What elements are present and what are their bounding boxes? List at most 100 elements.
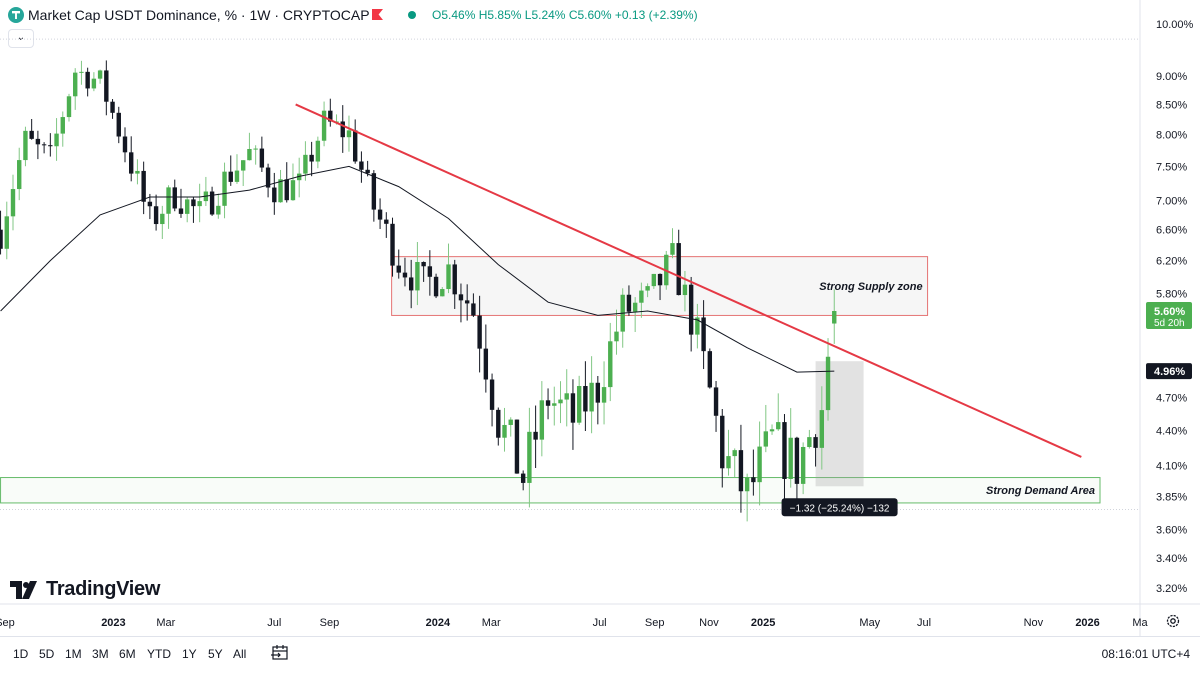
range-button-1y[interactable]: 1Y <box>182 647 197 661</box>
candle <box>346 115 352 152</box>
candle-body <box>104 70 109 102</box>
candle <box>234 154 240 184</box>
range-button-6m[interactable]: 6M <box>119 647 136 661</box>
gear-icon[interactable] <box>1165 613 1181 629</box>
candle <box>508 417 513 437</box>
candle-body <box>545 400 551 406</box>
candle-body <box>601 387 607 403</box>
candle <box>17 147 22 201</box>
close-value: 5.60% <box>577 8 612 22</box>
candle <box>328 98 333 127</box>
candle-body <box>489 379 495 410</box>
calendar-range-icon[interactable] <box>270 644 290 662</box>
candle <box>259 136 265 172</box>
candle-body <box>303 154 308 174</box>
candle-body <box>147 201 153 207</box>
candle-body <box>153 206 159 225</box>
candle-body <box>776 422 781 430</box>
open-label: O <box>432 8 442 22</box>
candle-body <box>421 262 426 267</box>
candle-body <box>583 386 588 412</box>
candle <box>60 111 65 147</box>
candle-body <box>732 450 737 457</box>
candle <box>632 297 638 333</box>
candle <box>713 380 719 432</box>
candle-body <box>552 403 557 406</box>
y-tick-label: 4.40% <box>1156 425 1187 437</box>
candle <box>464 284 470 321</box>
candle <box>384 212 389 238</box>
candle-body <box>371 173 377 210</box>
candle-body <box>340 121 345 138</box>
candle <box>732 448 737 477</box>
candle <box>110 99 115 119</box>
candle-body <box>41 144 47 146</box>
candle <box>247 132 252 161</box>
candle-body <box>73 72 78 97</box>
y-tick-label: 7.50% <box>1156 161 1187 173</box>
candle <box>545 388 551 420</box>
y-tick-label: 6.20% <box>1156 256 1187 268</box>
candle <box>626 285 632 316</box>
candle <box>527 407 532 508</box>
range-button-5y[interactable]: 5Y <box>208 647 223 661</box>
candle-body <box>209 191 215 215</box>
candle <box>620 288 625 348</box>
candle-body <box>477 315 482 349</box>
market-status-icon <box>408 11 416 19</box>
candle <box>272 172 277 215</box>
candle-body <box>726 456 731 469</box>
trendline <box>295 103 1082 458</box>
candle <box>608 322 613 402</box>
candle <box>116 106 121 144</box>
candle <box>153 194 159 231</box>
range-button-1d[interactable]: 1D <box>13 647 29 661</box>
candle <box>576 375 582 425</box>
x-tick-label: Sep <box>320 617 340 629</box>
candle-body <box>788 437 793 479</box>
candle-body <box>832 311 837 324</box>
candle-body <box>228 171 233 182</box>
candle-body <box>819 410 825 448</box>
flag-icon[interactable] <box>372 9 383 20</box>
candle <box>707 348 713 389</box>
candle <box>421 261 426 282</box>
close-label: C <box>568 8 578 22</box>
range-button-1m[interactable]: 1M <box>65 647 82 661</box>
range-button-ytd[interactable]: YTD <box>147 647 171 661</box>
candle-body <box>253 148 258 150</box>
x-tick-label: Mar <box>156 617 175 629</box>
x-tick-label: 2024 <box>426 617 451 629</box>
high-label: H <box>478 8 488 22</box>
candle <box>688 276 694 352</box>
y-tick-label: 8.00% <box>1156 129 1187 141</box>
candle-body <box>763 431 769 447</box>
candle-body <box>769 429 775 432</box>
measure-label-bg <box>781 498 898 517</box>
clock[interactable]: 08:16:01 UTC+4 <box>1101 647 1190 661</box>
symbol-title[interactable]: Market Cap USDT Dominance, % · 1W · CRYP… <box>28 7 370 23</box>
candle <box>172 179 177 212</box>
candle <box>520 470 526 491</box>
candle-body <box>272 187 277 203</box>
range-button-all[interactable]: All <box>233 647 247 661</box>
candle-body <box>259 148 265 168</box>
candle <box>23 126 28 167</box>
candle-body <box>651 273 657 287</box>
candle <box>558 381 563 424</box>
candle <box>253 145 258 165</box>
candle <box>813 434 818 467</box>
range-button-3m[interactable]: 3M <box>92 647 109 661</box>
candle-body <box>701 317 706 352</box>
candle <box>819 386 825 470</box>
candle-body <box>23 130 28 161</box>
price-chart[interactable]: Strong Supply zone Strong Demand Area −1.3… <box>0 0 1200 636</box>
range-button-5d[interactable]: 5D <box>39 647 55 661</box>
candle-body <box>589 382 594 412</box>
collapse-legend-button[interactable]: ⌄ <box>8 29 34 48</box>
candle <box>583 361 588 432</box>
open-value: 5.46% <box>441 8 476 22</box>
low-value: 5.24% <box>531 8 566 22</box>
x-tick-label: 2026 <box>1075 617 1099 629</box>
candle <box>377 198 383 229</box>
